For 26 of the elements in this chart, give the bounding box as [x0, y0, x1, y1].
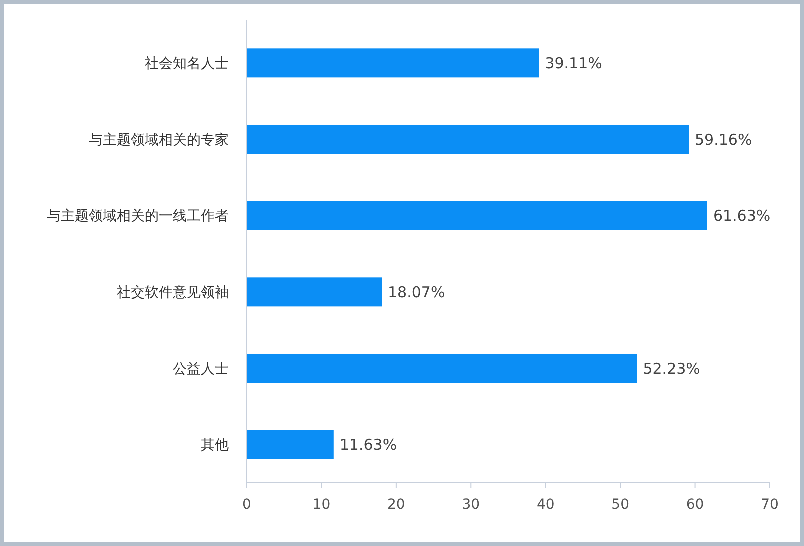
bar — [247, 354, 638, 384]
data-label: 11.63% — [340, 436, 398, 454]
data-label: 61.63% — [713, 207, 771, 226]
x-tick-label: 20 — [388, 497, 406, 513]
bar — [247, 430, 334, 460]
data-label: 39.11% — [545, 54, 602, 72]
x-tick-label: 60 — [686, 497, 704, 513]
x-tick-label: 10 — [312, 497, 331, 513]
x-tick-label: 50 — [612, 497, 630, 513]
data-label: 59.16% — [695, 130, 752, 149]
bar — [247, 201, 708, 230]
y-tick-label: 社交软件意见领袖 — [117, 285, 229, 302]
data-label: 52.23% — [643, 360, 700, 378]
y-tick-label: 其他 — [201, 438, 229, 454]
x-tick-label: 70 — [761, 497, 779, 513]
x-tick-label: 40 — [536, 497, 555, 513]
y-tick-label: 与主题领域相关的一线工作者 — [47, 208, 229, 225]
bar — [247, 124, 690, 154]
data-label: 18.07% — [388, 283, 446, 302]
bar — [247, 48, 540, 78]
x-tick-label: 30 — [462, 497, 480, 513]
y-tick-label: 与主题领域相关的专家 — [89, 132, 229, 148]
bar — [247, 278, 382, 307]
y-tick-label: 社会知名人士 — [145, 56, 229, 72]
y-tick-label: 公益人士 — [173, 361, 229, 378]
x-tick-label: 0 — [242, 497, 252, 513]
